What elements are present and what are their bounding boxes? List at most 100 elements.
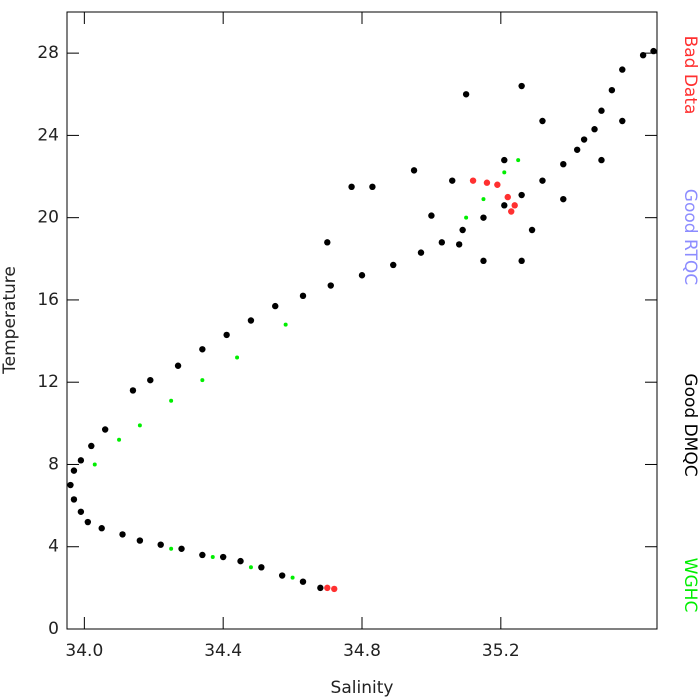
data-point: [210, 555, 215, 560]
data-point: [77, 508, 85, 515]
data-point: [248, 565, 253, 570]
data-point: [290, 575, 295, 580]
y-tick-label: 24: [37, 125, 59, 145]
data-point: [508, 208, 515, 215]
data-point: [462, 91, 470, 98]
data-point: [459, 226, 466, 234]
data-point: [504, 193, 511, 201]
data-point: [369, 183, 376, 191]
data-point: [580, 136, 588, 143]
data-point: [178, 545, 185, 552]
data-point: [136, 537, 144, 544]
data-point: [573, 146, 581, 153]
data-point: [129, 387, 137, 394]
data-point: [501, 202, 508, 209]
data-point: [200, 378, 205, 383]
data-point: [598, 156, 605, 164]
y-tick-label: 0: [48, 619, 59, 639]
data-point: [84, 518, 92, 526]
data-point: [77, 457, 85, 464]
data-point: [174, 362, 182, 369]
y-axis-label: Temperature: [0, 266, 20, 375]
data-point: [528, 226, 536, 234]
data-point: [88, 442, 95, 450]
y-tick-label: 20: [37, 208, 59, 228]
data-point: [101, 426, 109, 433]
data-point: [608, 86, 616, 94]
data-point: [324, 239, 331, 246]
data-point: [469, 177, 477, 184]
data-point: [299, 578, 307, 585]
data-point: [324, 584, 331, 592]
data-point: [223, 331, 230, 339]
data-point: [483, 179, 491, 186]
data-point: [481, 197, 486, 202]
data-point: [157, 541, 164, 548]
data-point: [317, 584, 324, 592]
data-point: [169, 546, 174, 551]
data-point: [199, 551, 206, 559]
plot-frame: [66, 11, 658, 630]
x-tick-label: 34.8: [343, 641, 381, 661]
data-point: [92, 462, 97, 467]
data-point: [518, 82, 525, 90]
y-tick-label: 28: [37, 43, 59, 63]
data-point: [219, 553, 227, 561]
data-point: [278, 572, 286, 579]
data-point: [98, 525, 105, 532]
data-point: [390, 261, 397, 269]
legend-label: Good RTQC: [680, 189, 700, 285]
x-axis-label: Salinity: [331, 678, 394, 698]
data-point: [502, 170, 507, 175]
data-point: [501, 156, 508, 164]
data-point: [516, 158, 521, 163]
data-point: [199, 346, 206, 353]
data-point: [455, 241, 463, 248]
data-point: [283, 322, 288, 327]
data-point: [438, 239, 446, 246]
data-point: [169, 398, 174, 403]
data-point: [327, 282, 334, 289]
y-tick-label: 16: [37, 290, 59, 310]
y-tick-label: 8: [48, 454, 59, 474]
data-point: [272, 302, 279, 310]
x-tick-label: 35.2: [482, 641, 520, 661]
y-tick-label: 4: [48, 537, 59, 557]
data-point: [67, 481, 74, 489]
legend-label: Good DMQC: [680, 373, 700, 476]
data-point: [258, 564, 265, 571]
data-point: [619, 117, 626, 125]
data-point: [119, 531, 126, 538]
data-point: [147, 376, 154, 384]
data-point: [591, 126, 598, 133]
data-point: [598, 107, 605, 114]
data-point: [480, 257, 487, 265]
data-point: [410, 167, 418, 174]
data-point: [137, 423, 142, 428]
data-point: [70, 496, 78, 503]
data-point: [417, 249, 425, 256]
x-tick-label: 34.0: [65, 641, 103, 661]
data-point: [560, 160, 567, 168]
data-point: [237, 557, 244, 565]
data-point: [539, 117, 546, 125]
legend-label: Bad Data: [680, 36, 700, 115]
data-point: [619, 66, 626, 73]
data-point: [117, 437, 122, 442]
data-point: [511, 202, 518, 209]
data-point: [348, 183, 355, 191]
data-point: [449, 177, 456, 184]
data-point: [464, 215, 469, 220]
y-tick-label: 12: [37, 372, 59, 392]
data-point: [428, 212, 435, 219]
data-point: [539, 177, 546, 184]
data-point: [358, 272, 366, 279]
data-point: [299, 292, 307, 300]
data-point: [235, 355, 240, 360]
data-point: [70, 467, 78, 474]
data-point: [480, 214, 487, 221]
x-tick-label: 34.4: [204, 641, 242, 661]
data-point: [331, 585, 338, 593]
data-point: [639, 51, 647, 59]
